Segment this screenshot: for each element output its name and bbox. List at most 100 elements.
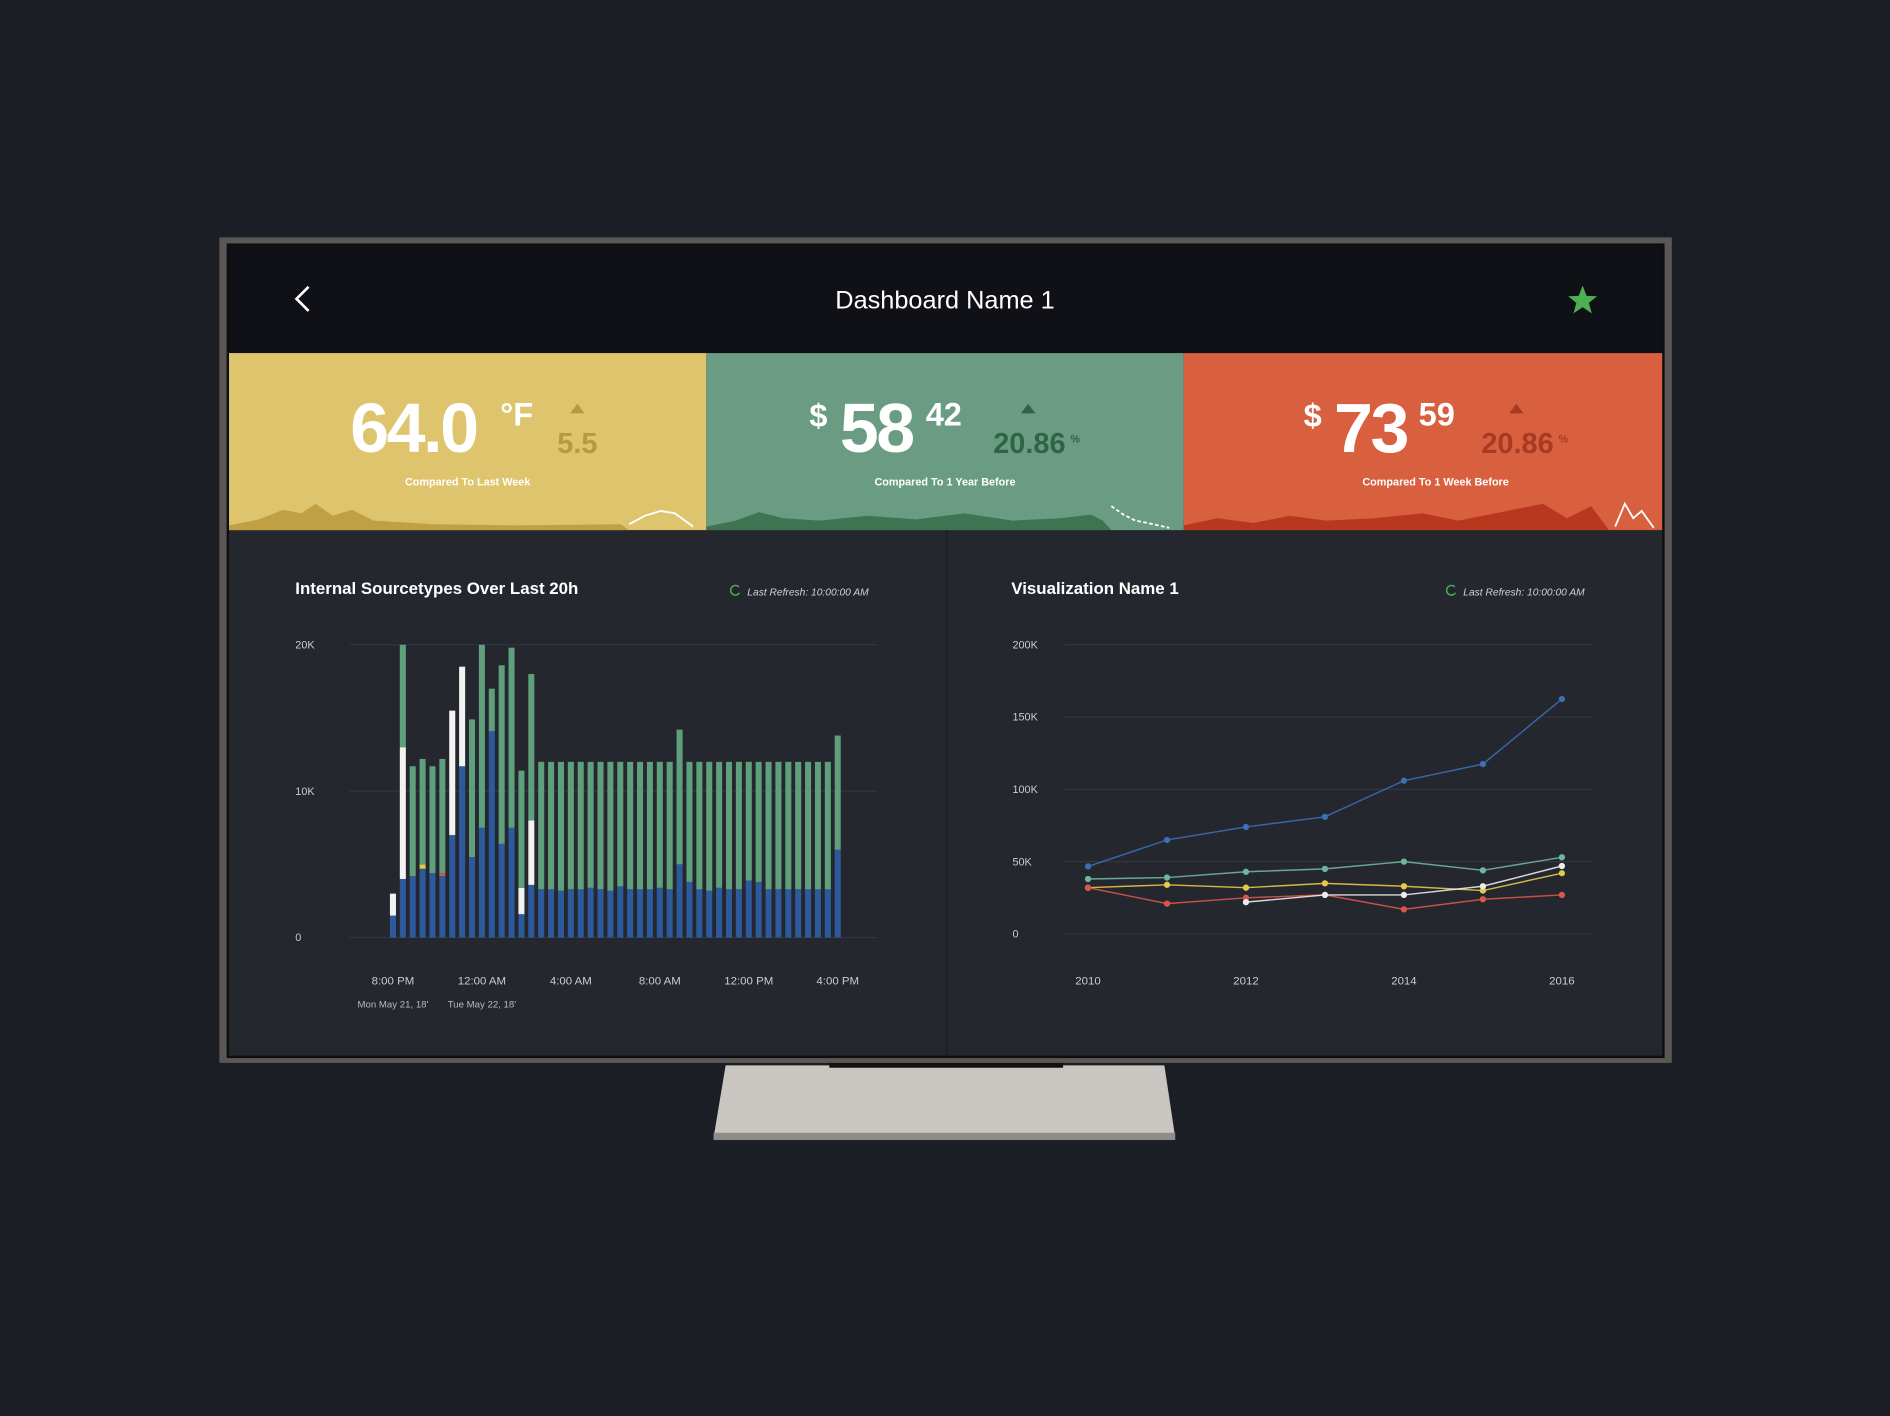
bar-segment [577, 889, 584, 938]
bar-segment [567, 761, 574, 890]
data-point [1400, 906, 1408, 913]
bar-segment [538, 761, 545, 890]
bar-segment [449, 710, 456, 836]
kpi-card [1183, 353, 1663, 531]
kpi-sparkline-area [1183, 503, 1610, 531]
bar-segment [735, 889, 742, 938]
bar-segment [597, 889, 604, 938]
kpi-caption: Compared To 1 Week Before [1362, 477, 1508, 489]
x-tick-label: 12:00 PM [724, 976, 773, 988]
last-refresh: Last Refresh: 10:00:00 AM [1463, 587, 1585, 598]
bar-segment [775, 889, 782, 938]
bar-segment [419, 758, 426, 865]
y-tick-label: 20K [295, 639, 315, 651]
favorite-star[interactable] [1568, 285, 1598, 314]
bar-segment [478, 827, 485, 938]
bar-segment [656, 887, 663, 938]
x-tick-label: 4:00 PM [816, 976, 859, 988]
bar-segment [775, 761, 782, 890]
kpi-value: 73 [1334, 389, 1407, 467]
data-point [1163, 874, 1171, 881]
bar-segment [676, 729, 683, 865]
kpi-sparkline-area [706, 512, 1112, 531]
x-tick-label: 8:00 AM [639, 976, 681, 988]
bar-segment [488, 731, 495, 938]
kpi-sparkline [1614, 501, 1655, 529]
kpi-card [229, 353, 707, 531]
bar-segment [656, 761, 663, 888]
kpi-trend-arrow [570, 403, 585, 414]
data-point [1242, 894, 1250, 901]
x-tick-label: 2010 [1075, 976, 1100, 988]
bar-segment [824, 761, 831, 890]
bar-segment [666, 889, 673, 938]
bar-segment [449, 835, 456, 938]
kpi-delta-unit: % [1070, 433, 1080, 445]
bar-segment [399, 879, 406, 938]
kpi-sparkline [628, 510, 694, 528]
bar-segment [637, 889, 644, 938]
bar-segment [765, 889, 772, 938]
y-tick-label: 200K [1013, 639, 1039, 651]
bar-segment [518, 887, 525, 915]
tv-stand-neck [829, 1060, 1064, 1068]
bar-segment [548, 761, 555, 890]
data-point [1321, 880, 1329, 887]
bar-segment [646, 889, 653, 938]
bar-segment [646, 761, 653, 890]
bar-segment [607, 890, 614, 938]
data-point [1558, 862, 1566, 870]
bar-segment [567, 889, 574, 938]
bar-segment [814, 889, 821, 938]
bar-segment [765, 761, 772, 890]
kpi-sparkline-area [229, 503, 630, 531]
dashboard-title: Dashboard Name 1 [835, 287, 1054, 315]
x-tick-label: 4:00 AM [550, 976, 592, 988]
bar-segment [389, 893, 396, 916]
bar-segment [498, 843, 505, 938]
data-point [1242, 884, 1250, 891]
bar-segment [469, 857, 476, 938]
kpi-delta: 20.86 [1481, 428, 1553, 460]
kpi-card [706, 353, 1184, 531]
kpi-unit: °F [500, 396, 533, 432]
data-point [1242, 823, 1250, 831]
data-point [1479, 883, 1487, 890]
x-tick-label: 2016 [1549, 976, 1574, 988]
data-point [1558, 695, 1566, 703]
bar-segment [528, 674, 535, 821]
bar-segment [399, 747, 406, 880]
bar-segment [518, 770, 525, 888]
chart-title: Visualization Name 1 [1011, 579, 1178, 598]
x-tick-label: 12:00 AM [458, 976, 506, 988]
bar-segment [459, 666, 466, 767]
refresh-icon [729, 584, 741, 596]
tv-stand [713, 1065, 1176, 1138]
kpi-prefix: $ [809, 398, 827, 434]
bar-segment [676, 864, 683, 938]
data-point [1479, 867, 1487, 874]
back-button[interactable] [294, 285, 310, 312]
y-tick-label: 10K [295, 786, 315, 798]
data-point [1242, 899, 1250, 906]
bar-segment [419, 864, 426, 869]
bar-segment [508, 827, 515, 938]
tv-stand-edge [713, 1132, 1176, 1141]
x-tick-label: 8:00 PM [372, 976, 415, 988]
bar-segment [666, 761, 673, 890]
kpi-prefix: $ [1304, 398, 1322, 434]
bar-segment [469, 719, 476, 858]
bar-segment [498, 665, 505, 844]
data-point [1400, 858, 1408, 865]
bar-segment [785, 761, 792, 890]
data-point [1479, 896, 1487, 903]
y-tick-label: 150K [1013, 712, 1039, 724]
bar-segment [439, 873, 446, 877]
x-tick-label: 2012 [1233, 976, 1258, 988]
bar-segment [409, 766, 416, 877]
y-tick-label: 100K [1013, 784, 1039, 796]
bar-segment [785, 889, 792, 938]
bar-segment [834, 849, 841, 938]
bar-segment [478, 644, 485, 828]
